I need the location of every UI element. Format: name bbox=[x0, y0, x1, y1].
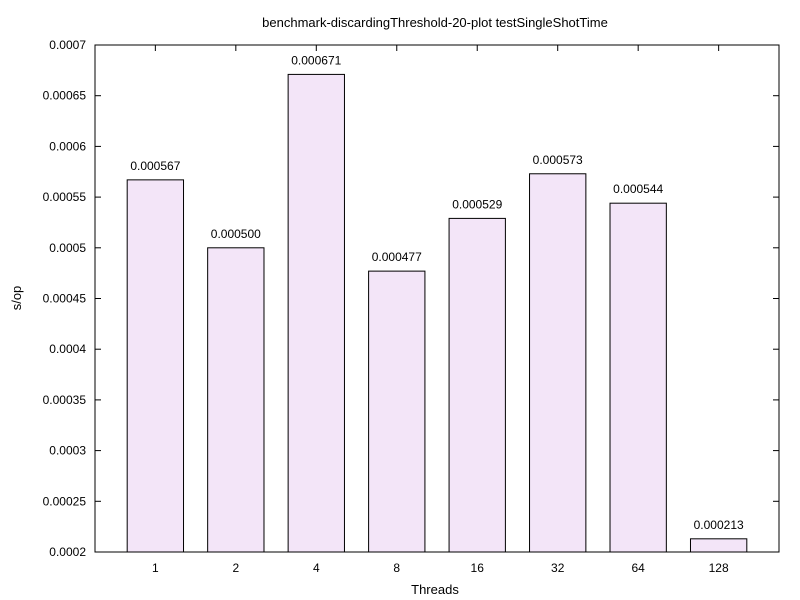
x-tick-label: 2 bbox=[232, 561, 239, 575]
x-tick-label: 16 bbox=[471, 561, 485, 575]
bar bbox=[448, 217, 506, 553]
data-label: 0.000544 bbox=[613, 182, 663, 196]
bar bbox=[126, 179, 185, 553]
x-axis: 1 2 4 8 16 32 64 128 bbox=[152, 45, 729, 575]
data-label: 0.000573 bbox=[533, 153, 583, 167]
bars bbox=[126, 73, 748, 553]
y-tick-label: 0.00065 bbox=[43, 89, 87, 103]
y-tick-label: 0.0005 bbox=[49, 241, 86, 255]
data-labels: 0.000567 0.000500 0.000671 0.000477 0.000529… bbox=[130, 53, 744, 531]
y-axis-label: s/op bbox=[9, 286, 24, 311]
bar bbox=[207, 247, 265, 553]
x-axis-label: Threads bbox=[411, 582, 459, 597]
y-tick-label: 0.00035 bbox=[43, 393, 87, 407]
y-tick-label: 0.0004 bbox=[49, 342, 86, 356]
y-tick-label: 0.0006 bbox=[49, 139, 86, 153]
data-label: 0.000567 bbox=[130, 159, 180, 173]
x-tick-label: 8 bbox=[393, 561, 400, 575]
x-tick-label: 128 bbox=[709, 561, 729, 575]
bar bbox=[287, 73, 345, 553]
y-tick-label: 0.00055 bbox=[43, 190, 87, 204]
data-label: 0.000671 bbox=[291, 53, 341, 67]
x-tick-label: 64 bbox=[631, 561, 645, 575]
plot-frame bbox=[94, 44, 780, 553]
data-label: 0.000213 bbox=[694, 518, 744, 532]
y-tick-label: 0.00045 bbox=[43, 292, 87, 306]
bar bbox=[529, 173, 587, 553]
y-tick-label: 0.0007 bbox=[49, 38, 86, 52]
x-tick-label: 1 bbox=[152, 561, 159, 575]
x-tick-label: 4 bbox=[313, 561, 320, 575]
y-tick-label: 0.0002 bbox=[49, 545, 86, 559]
data-label: 0.000529 bbox=[452, 197, 502, 211]
y-tick-label: 0.0003 bbox=[49, 444, 86, 458]
x-tick-label: 32 bbox=[551, 561, 565, 575]
bar bbox=[609, 202, 667, 553]
bar bbox=[368, 270, 426, 553]
data-label: 0.000477 bbox=[372, 250, 422, 264]
y-axis: 0.0002 0.00025 0.0003 0.00035 0.0004 0.00045 0… bbox=[43, 38, 779, 559]
y-tick-label: 0.00025 bbox=[43, 494, 87, 508]
chart-title: benchmark-discardingThreshold-20-plot te… bbox=[262, 15, 608, 30]
data-label: 0.000500 bbox=[211, 227, 261, 241]
bar bbox=[689, 538, 748, 553]
